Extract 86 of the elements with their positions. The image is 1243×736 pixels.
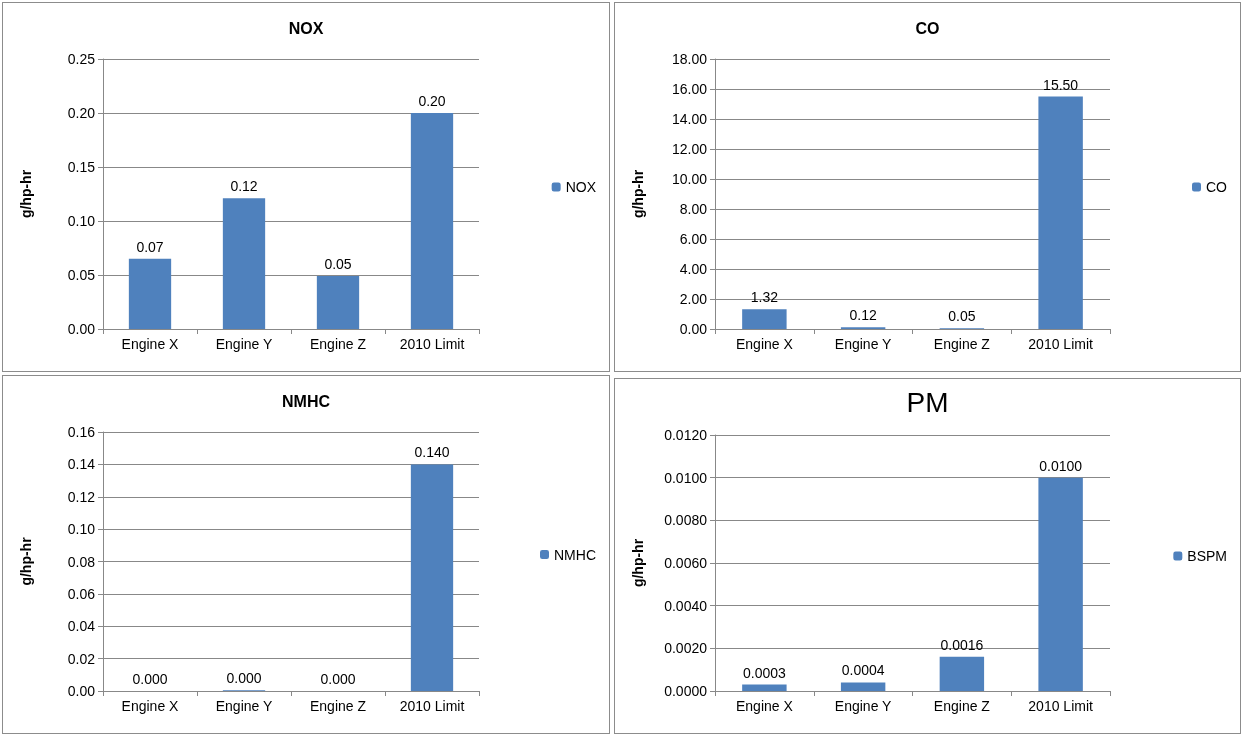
data-label: 0.0100 — [1039, 457, 1083, 474]
bar — [222, 198, 266, 329]
chart-title: NMHC — [282, 392, 331, 410]
y-tick-label: 0.0120 — [664, 427, 708, 443]
data-label: 0.0004 — [841, 662, 885, 679]
x-tick-label: Engine Z — [933, 698, 991, 714]
data-label: 0.12 — [849, 307, 877, 324]
bar — [939, 656, 985, 691]
y-tick-label: 0.16 — [67, 424, 96, 440]
y-axis-title: g/hp-hr — [630, 538, 646, 588]
y-tick-label: 6.00 — [679, 231, 708, 247]
y-tick-label: 0.0100 — [664, 469, 708, 486]
legend-label: CO — [1206, 179, 1228, 195]
x-tick-label: 2010 Limit — [1028, 336, 1094, 352]
y-tick-label: 0.15 — [67, 159, 96, 175]
y-tick-label: 0.00 — [67, 321, 96, 337]
legend-label: NOX — [565, 179, 597, 195]
chart-title: PM — [906, 386, 949, 418]
y-tick-label: 0.0060 — [664, 555, 708, 571]
y-tick-label: 0.05 — [67, 267, 96, 283]
bar — [410, 113, 454, 329]
legend-label: BSPM — [1187, 548, 1228, 564]
y-tick-label: 0.12 — [67, 488, 96, 505]
data-label: 0.0016 — [940, 636, 984, 653]
y-tick-label: 0.14 — [67, 456, 96, 473]
data-label: 15.50 — [1043, 76, 1079, 93]
data-label: 0.07 — [136, 238, 164, 255]
y-tick-label: 0.25 — [67, 51, 96, 67]
y-tick-label: 0.00 — [67, 683, 96, 699]
x-tick-label: Engine X — [121, 698, 180, 714]
y-tick-label: 0.10 — [67, 521, 96, 538]
y-tick-label: 4.00 — [679, 261, 708, 277]
y-tick-label: 0.00 — [679, 321, 708, 337]
y-axis-title: g/hp-hr — [18, 536, 34, 586]
bar — [128, 258, 172, 329]
y-axis-title: g/hp-hr — [18, 169, 34, 219]
data-label: 0.05 — [324, 256, 352, 273]
y-tick-label: 0.06 — [67, 585, 96, 602]
y-tick-label: 0.08 — [67, 553, 96, 570]
data-label: 1.32 — [750, 289, 779, 306]
bar — [1038, 477, 1083, 691]
x-tick-label: Engine X — [735, 336, 794, 352]
x-tick-label: Engine Z — [309, 336, 367, 352]
y-tick-label: 0.10 — [67, 213, 96, 229]
y-tick-label: 0.04 — [67, 618, 96, 635]
y-tick-label: 0.0020 — [664, 640, 708, 657]
y-axis-title: g/hp-hr — [630, 169, 646, 219]
x-tick-label: Engine Y — [215, 336, 273, 352]
chart-title: CO — [915, 19, 940, 37]
y-tick-label: 0.02 — [67, 650, 96, 667]
data-label: 0.000 — [132, 671, 168, 687]
y-tick-label: 2.00 — [679, 291, 708, 307]
y-tick-label: 10.00 — [671, 171, 708, 187]
bar — [1038, 96, 1083, 329]
y-tick-label: 12.00 — [671, 141, 708, 157]
data-label: 0.000 — [226, 670, 262, 687]
data-label: 0.20 — [418, 93, 446, 109]
data-label: 0.0003 — [742, 664, 786, 681]
x-tick-label: Engine Z — [309, 698, 367, 714]
legend-label: NMHC — [554, 546, 597, 563]
data-label: 0.12 — [230, 178, 258, 195]
x-tick-label: Engine X — [735, 698, 794, 714]
x-tick-label: Engine Y — [215, 698, 273, 714]
y-tick-label: 0.20 — [67, 105, 96, 121]
bar — [316, 276, 360, 329]
y-tick-label: 0.0000 — [664, 683, 708, 699]
x-tick-label: Engine Z — [933, 336, 991, 352]
y-tick-label: 8.00 — [679, 201, 708, 217]
bar — [840, 682, 886, 691]
y-tick-label: 14.00 — [671, 111, 708, 127]
x-tick-label: 2010 Limit — [399, 698, 465, 714]
data-label: 0.140 — [414, 444, 450, 461]
y-tick-label: 18.00 — [671, 51, 708, 67]
data-label: 0.05 — [948, 308, 976, 325]
x-tick-label: Engine Y — [834, 698, 893, 714]
chart-title: NOX — [288, 19, 324, 37]
x-tick-label: 2010 Limit — [399, 336, 465, 352]
x-tick-label: Engine Y — [834, 336, 893, 352]
bar — [742, 309, 787, 329]
bar — [742, 684, 787, 691]
y-tick-label: 0.0080 — [664, 512, 708, 529]
data-label: 0.000 — [320, 671, 356, 687]
y-tick-label: 16.00 — [671, 81, 708, 97]
y-tick-label: 0.0040 — [664, 597, 708, 614]
x-tick-label: Engine X — [121, 336, 180, 352]
x-tick-label: 2010 Limit — [1028, 698, 1094, 714]
